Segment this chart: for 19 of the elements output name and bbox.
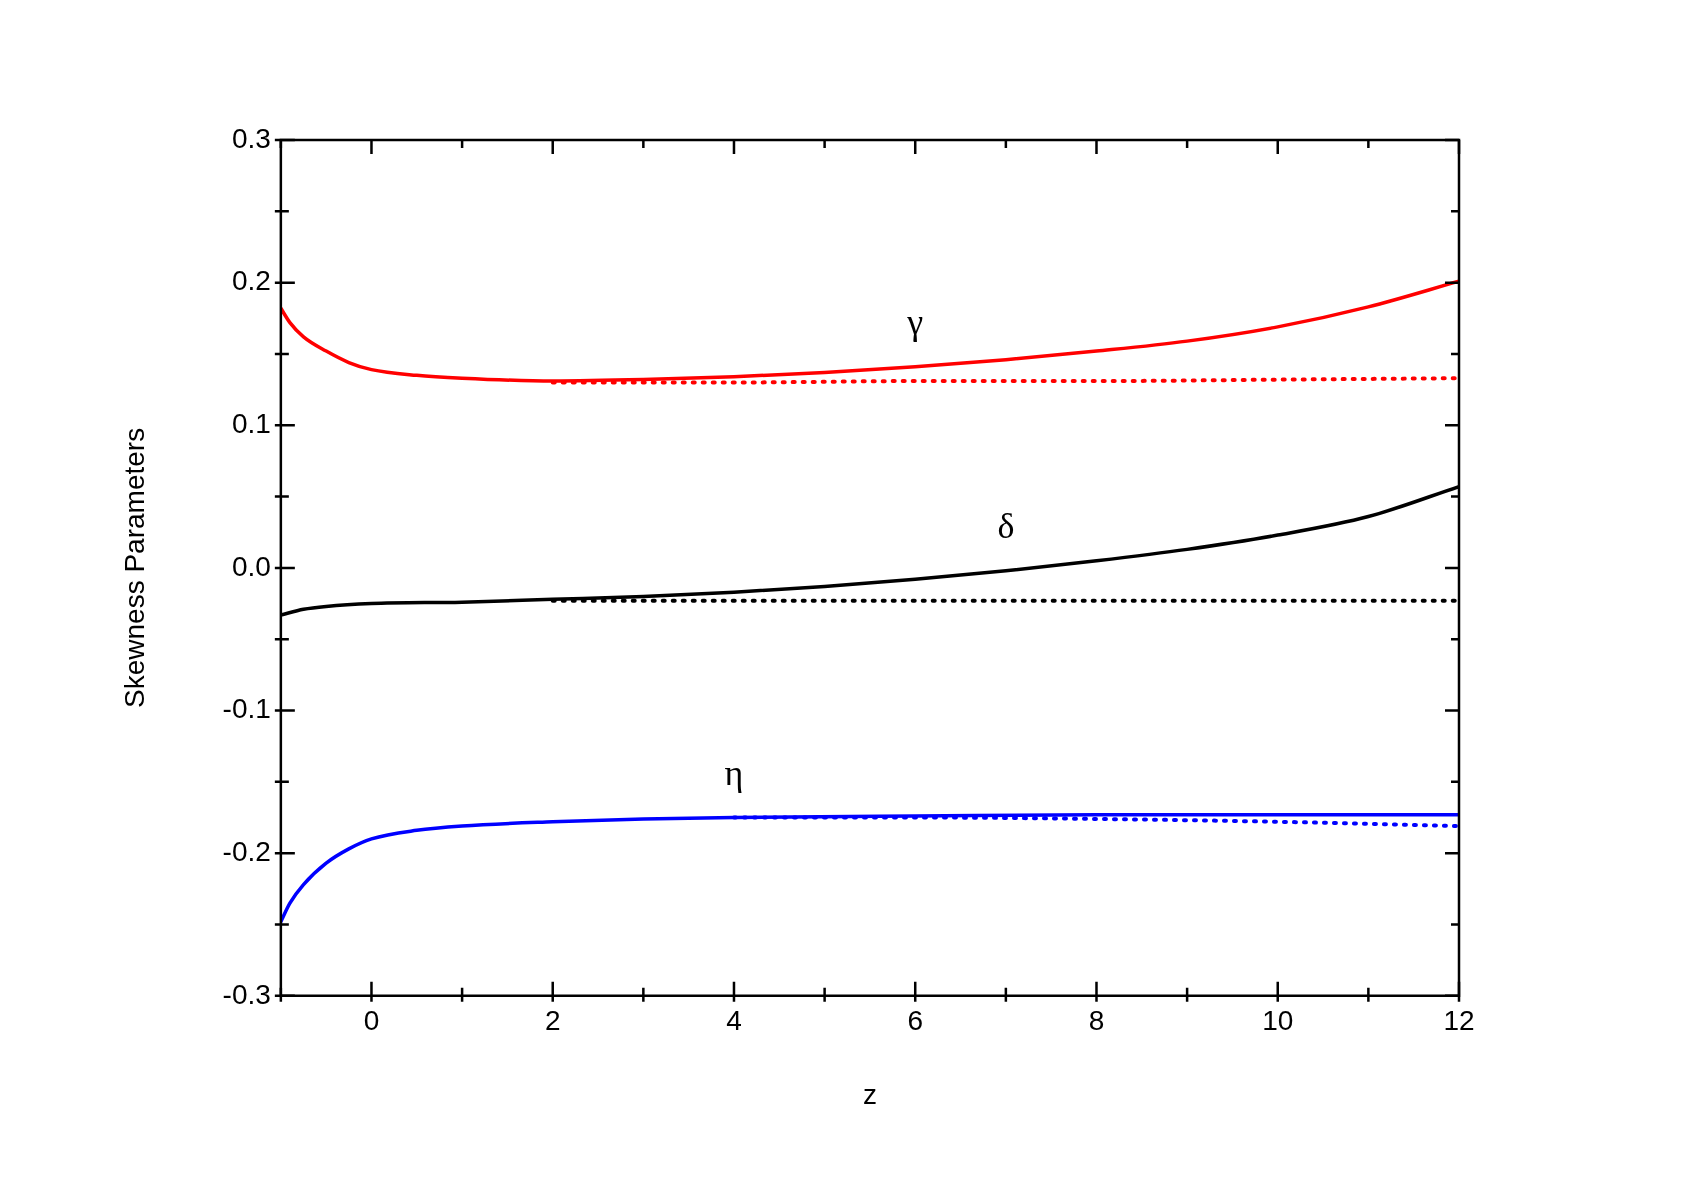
x-tick-label: 10 xyxy=(1262,1005,1294,1037)
y-axis-title: Skewness Parameters xyxy=(118,427,150,708)
annotation: γ xyxy=(906,302,924,343)
x-tick-label: 8 xyxy=(1088,1005,1105,1037)
x-tick-label: 4 xyxy=(726,1005,742,1037)
x-axis-title: z xyxy=(862,1078,877,1110)
y-tick-label: 0.1 xyxy=(231,407,271,439)
y-tick-label: -0.3 xyxy=(222,978,271,1010)
x-tick-label: 12 xyxy=(1443,1005,1475,1037)
x-tick-label: 2 xyxy=(544,1005,561,1037)
y-tick-label: 0.2 xyxy=(231,265,271,297)
annotation: δ xyxy=(997,506,1015,547)
annotation: η xyxy=(724,752,744,793)
y-tick-label: -0.1 xyxy=(222,693,271,725)
x-tick-label: 0 xyxy=(363,1005,380,1037)
y-tick-label: 0.3 xyxy=(231,122,271,154)
x-tick-label: 6 xyxy=(907,1005,924,1037)
y-tick-label: 0.0 xyxy=(231,550,271,582)
y-tick-label: -0.2 xyxy=(222,835,271,867)
